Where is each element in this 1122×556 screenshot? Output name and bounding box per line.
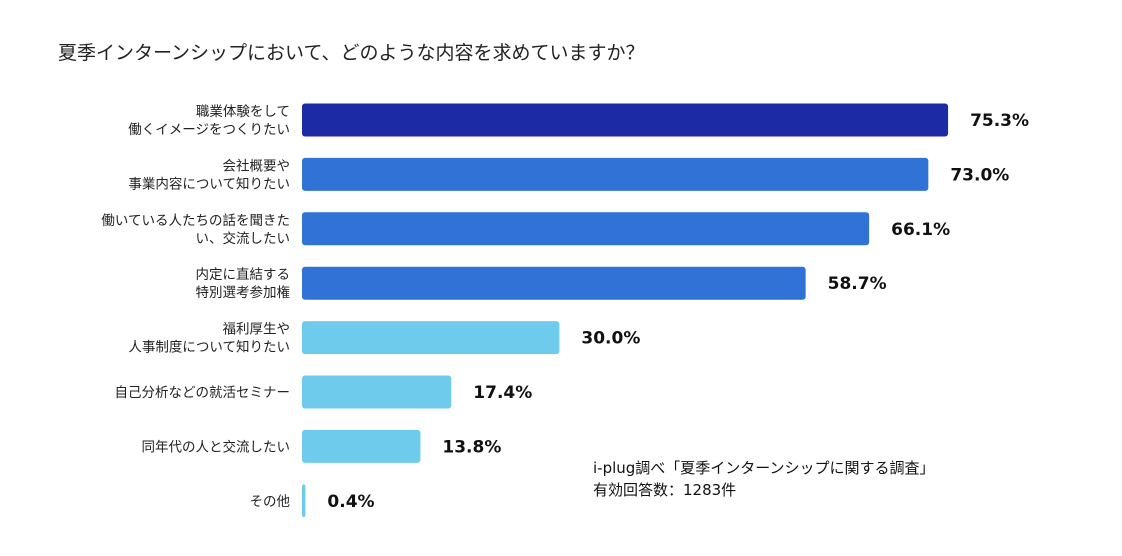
source-note: i-plug調べ「夏季インターンシップに関する調査」 bbox=[593, 459, 935, 477]
value-label-7: 13.8% bbox=[442, 437, 501, 457]
category-label-4-line-2: 特別選考参加権 bbox=[196, 284, 291, 301]
category-label-1-line-2: 働くイメージをつくりたい bbox=[128, 122, 290, 138]
bar-5 bbox=[302, 321, 560, 355]
category-labels: 職業体験をして働くイメージをつくりたい会社概要や事業内容について知りたい働いてい… bbox=[101, 104, 290, 510]
category-label-6: 自己分析などの就活セミナー bbox=[115, 385, 291, 401]
bar-3 bbox=[302, 212, 870, 246]
value-label-2: 73.0% bbox=[950, 165, 1009, 185]
bar-4 bbox=[302, 266, 806, 300]
category-label-2-line-2: 事業内容について知りたい bbox=[128, 175, 290, 192]
bar-8 bbox=[302, 484, 306, 518]
value-label-3: 66.1% bbox=[891, 220, 950, 240]
category-label-4-line-1: 内定に直結する bbox=[196, 267, 291, 283]
bars bbox=[302, 103, 949, 518]
bar-7 bbox=[302, 429, 421, 463]
category-label-3-line-2: い、交流したい bbox=[196, 230, 291, 247]
value-label-8: 0.4% bbox=[327, 492, 374, 512]
category-label-8: その他 bbox=[250, 494, 291, 510]
bar-2 bbox=[302, 157, 929, 191]
category-label-7: 同年代の人と交流したい bbox=[142, 438, 291, 455]
sample-size-note: 有効回答数：1283件 bbox=[593, 481, 736, 499]
bar-1 bbox=[302, 103, 949, 137]
category-label-1-line-1: 職業体験をして bbox=[196, 104, 290, 120]
value-label-4: 58.7% bbox=[828, 274, 887, 294]
value-labels: 75.3% 73.0% 66.1% 58.7% 30.0% 17.4% 13.8% 0.4% bbox=[327, 111, 1029, 512]
bar-6 bbox=[302, 375, 452, 409]
category-label-5-line-1: 福利厚生や bbox=[223, 322, 291, 338]
value-label-1: 75.3% bbox=[970, 111, 1029, 131]
value-label-6: 17.4% bbox=[473, 383, 532, 403]
category-label-3-line-1: 働いている人たちの話を聞きた bbox=[101, 212, 290, 229]
category-label-2-line-1: 会社概要や bbox=[223, 158, 291, 174]
value-label-5: 30.0% bbox=[581, 329, 640, 349]
category-label-5-line-2: 人事制度について知りたい bbox=[128, 339, 290, 356]
chart-title: 夏季インターンシップにおいて、どのような内容を求めていますか？ bbox=[58, 42, 645, 64]
